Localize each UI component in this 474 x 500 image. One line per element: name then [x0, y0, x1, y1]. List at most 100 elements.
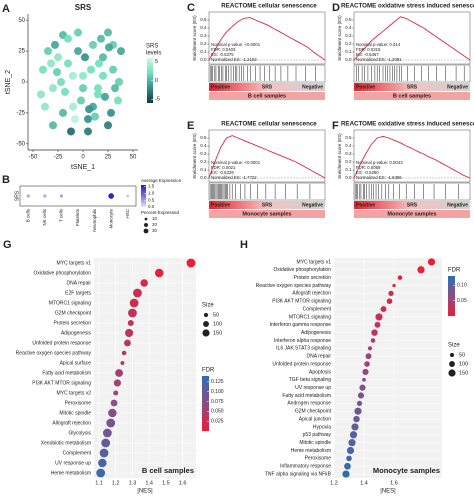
y-tick-label: Protein secretion [293, 275, 331, 281]
y-tick-label: 0 [22, 80, 26, 86]
size-legend-dot [203, 312, 209, 318]
point [67, 127, 75, 136]
y-tick-label: Reactive oxygen species pathway [256, 283, 332, 289]
dot [124, 339, 131, 347]
y-tick-label: 0.3 [345, 151, 352, 156]
colorbar [141, 185, 146, 207]
y-axis-label: tSNE_2 [5, 70, 12, 94]
y-tick-label: 0.0 [345, 57, 352, 62]
group-label: B cell samples [248, 93, 286, 99]
colorbar-tick-label: -5 [155, 97, 160, 103]
colorbar-title: levels [146, 51, 161, 57]
x-tick-label: T cells [59, 208, 64, 222]
point [104, 28, 112, 37]
rank-label: Negative [447, 84, 468, 90]
y-tick-label: 0.3 [200, 33, 207, 38]
plot-frame [353, 11, 471, 65]
y-tick-label: DNA repair [307, 354, 332, 360]
size-legend-dot [448, 369, 456, 377]
y-tick-label: UV response up [295, 385, 331, 391]
rank-label: Positive [211, 202, 230, 208]
rank-label: Positive [356, 202, 375, 208]
point [107, 108, 115, 117]
panel-letter: E [187, 120, 194, 132]
y-tick-label: -50 [16, 141, 25, 147]
point [117, 47, 125, 56]
size-legend-title: Size [448, 343, 460, 349]
y-tick-label: PI3K AKT MTOR signaling [272, 299, 331, 305]
dot [417, 266, 425, 274]
y-tick-label: 0.5 [200, 17, 207, 22]
size-legend-dot [202, 329, 210, 337]
stat-text: FDR: 0.0315 [356, 47, 381, 52]
point [51, 40, 59, 49]
y-tick-label: Heme metabolism [51, 470, 91, 476]
colorbar-tick-label: 0.050 [211, 409, 224, 415]
es-curve [208, 135, 326, 179]
point [84, 127, 92, 136]
y-tick-label: Protein secretion [53, 320, 91, 326]
group-label: B cell samples [142, 466, 194, 475]
panel-letter: F [332, 120, 339, 132]
size-legend-label: 100 [213, 321, 222, 327]
stat-text: Nominal p-value: 0.0043 [356, 160, 403, 165]
y-axis-label: Enrichment score (ES) [192, 15, 197, 61]
group-bar [209, 92, 325, 100]
stat-text: ES: -0.5280 [356, 170, 379, 175]
chart-title: REACTOME cellular senescence [221, 121, 317, 128]
colorbar-title: SRS [146, 44, 158, 50]
rank-gradient [354, 201, 470, 209]
point [74, 47, 82, 56]
es-curve [353, 16, 471, 61]
y-tick-label: Fatty acid metabolism [282, 393, 331, 399]
size-legend-label: 20 [152, 222, 158, 227]
x-tick-label: 1.4 [145, 480, 153, 486]
dot [43, 194, 47, 198]
dot [113, 379, 122, 387]
x-tick-label: 1.6 [179, 480, 187, 486]
dot [186, 258, 196, 268]
point [99, 71, 107, 80]
dot [129, 298, 139, 308]
x-axis-label: |NES| [380, 489, 396, 495]
group-bar [209, 210, 325, 218]
dot [154, 268, 164, 278]
stat-text: ES: -0.5467 [356, 52, 379, 57]
dot [125, 328, 134, 338]
x-tick-label: 25 [105, 155, 112, 161]
point [111, 84, 119, 93]
rank-label: SRS [262, 84, 273, 90]
y-tick-label: Complement [303, 306, 332, 312]
colorbar-tick-label: 5 [155, 59, 158, 65]
point [57, 78, 65, 86]
y-tick-label: Inflammatory response [280, 464, 331, 470]
dot [370, 338, 376, 343]
y-tick-label: Unfolded protein response [32, 340, 91, 346]
point [87, 65, 95, 74]
colorbar-title: FDR [448, 268, 461, 274]
y-axis-label: Enrichment score (ES) [337, 15, 342, 61]
dot [386, 298, 393, 305]
point [41, 102, 49, 111]
colorbar-tick-label: 0 [155, 78, 158, 84]
colorbar-tick-label: 0.025 [211, 419, 224, 425]
chart-title: REACTOME cellular senescence [221, 3, 317, 10]
dot [351, 423, 359, 431]
dot [102, 428, 112, 438]
stat-text: Normalized ES: -1.2091 [356, 57, 402, 62]
y-axis-label: Enrichment score (ES) [192, 133, 197, 179]
y-tick-label: 0.0 [345, 175, 352, 180]
x-tick-label: 1.1 [95, 480, 103, 486]
y-tick-label: 0.1 [200, 49, 207, 54]
point [69, 71, 77, 80]
plot-frame [94, 258, 196, 478]
rank-gradient [209, 201, 325, 209]
size-legend-label: 10 [152, 216, 158, 221]
dot [115, 369, 124, 377]
panel-letter: C [187, 2, 195, 14]
y-tick-label: Allograft rejection [292, 291, 331, 297]
colorbar [448, 276, 455, 316]
colorbar-tick-label: 0.100 [211, 389, 224, 395]
y-tick-label: 0.4 [345, 143, 352, 148]
